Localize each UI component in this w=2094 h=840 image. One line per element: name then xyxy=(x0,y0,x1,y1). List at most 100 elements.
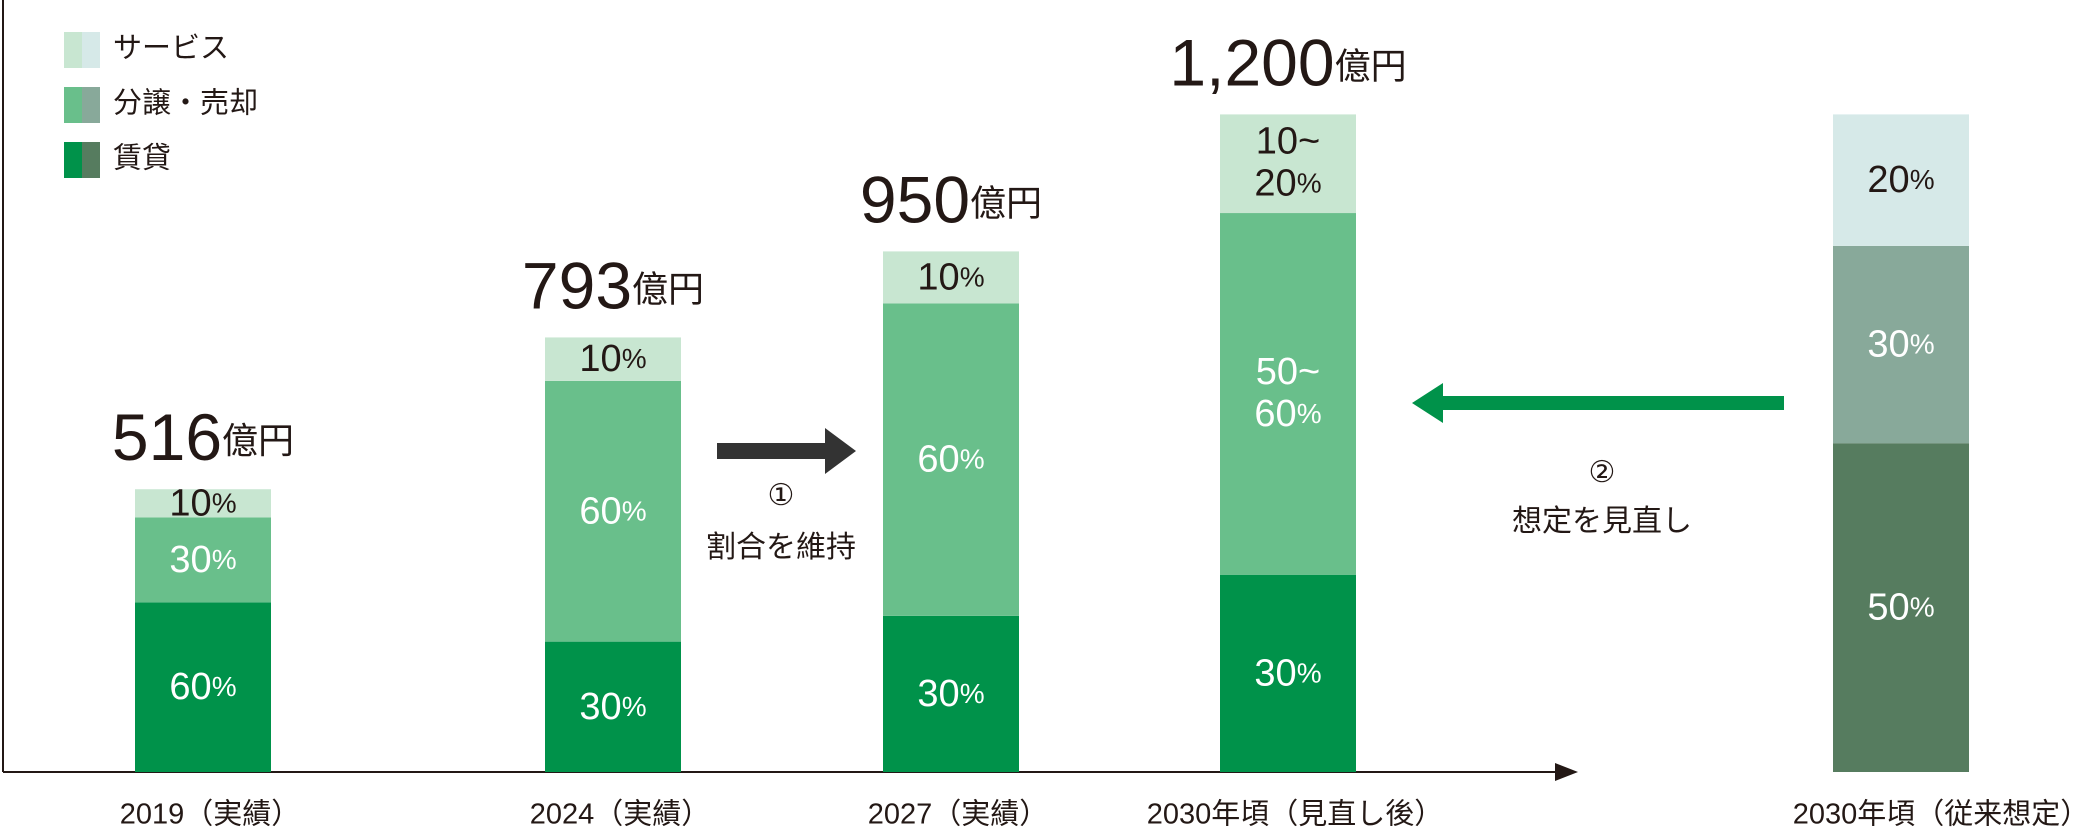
legend-label: 分譲・売却 xyxy=(113,87,258,120)
segment-label: 30% xyxy=(1254,652,1321,694)
segment-unit: % xyxy=(212,544,237,575)
legend-swatch xyxy=(82,142,100,178)
total-unit: 億円 xyxy=(970,182,1042,223)
segment-range-low: 10 xyxy=(1256,121,1298,163)
legend-swatch xyxy=(64,87,82,123)
segment-label: 30% xyxy=(579,686,646,728)
bar-segment xyxy=(135,602,271,772)
segment-unit: % xyxy=(212,488,237,519)
bar-segment xyxy=(1833,245,1969,444)
segment-unit: % xyxy=(622,496,647,527)
segment-range-low: 50 xyxy=(1256,351,1298,393)
segment-label: 30% xyxy=(169,539,236,581)
segment-label: 60% xyxy=(579,490,646,532)
segment-unit: % xyxy=(960,678,985,709)
segment-label: 60% xyxy=(917,439,984,481)
arrow-keep xyxy=(717,428,856,474)
legend-swatch xyxy=(64,32,82,68)
total-unit: 億円 xyxy=(222,420,294,461)
segment-value: 10 xyxy=(579,338,621,380)
bar-segment xyxy=(545,337,681,381)
segment-unit: % xyxy=(1297,658,1322,689)
segment-range-sep: ~ xyxy=(1298,351,1320,393)
segment-label: 10~ xyxy=(1256,121,1320,163)
annotation-text: 想定を見直し xyxy=(1512,505,1692,538)
segment-label: 60% xyxy=(1254,393,1321,435)
segment-range-high: 60 xyxy=(1254,393,1296,435)
segment-label: 60% xyxy=(169,666,236,708)
segment-value: 30 xyxy=(917,673,959,715)
x-tick-label: 2027（実績） xyxy=(868,798,1049,831)
bar-segment xyxy=(1220,574,1356,772)
legend-swatch xyxy=(64,142,82,178)
segment-unit: % xyxy=(622,344,647,375)
x-tick-label: 2024（実績） xyxy=(530,798,711,831)
bar-segment xyxy=(135,517,271,603)
legend-label: サービス xyxy=(113,33,229,65)
total-value: 793 xyxy=(522,249,632,323)
segment-label: 30% xyxy=(1867,324,1934,366)
total-unit: 億円 xyxy=(632,268,704,309)
legend-swatch xyxy=(82,32,100,68)
total-label: 516億円 xyxy=(112,401,294,475)
total-value: 950 xyxy=(860,163,970,237)
bar-segment xyxy=(1833,114,1969,246)
legend-swatch xyxy=(82,87,100,123)
x-axis-arrow xyxy=(1555,763,1578,781)
segment-unit: % xyxy=(1910,165,1935,196)
segment-value: 50 xyxy=(1867,587,1909,629)
bar-segment xyxy=(1220,213,1356,575)
segment-unit: % xyxy=(1910,592,1935,623)
segment-label: 10% xyxy=(169,482,236,524)
total-label: 1,200億円 xyxy=(1169,26,1406,100)
segment-label: 50% xyxy=(1867,587,1934,629)
bar-segment xyxy=(883,303,1019,616)
total-label: 793億円 xyxy=(522,249,704,323)
annotation-mark: ② xyxy=(1589,456,1616,489)
total-unit: 億円 xyxy=(1335,45,1407,86)
total-value: 1,200 xyxy=(1169,26,1334,100)
segment-label: 20% xyxy=(1867,159,1934,201)
segment-range-high: 20 xyxy=(1254,163,1296,205)
total-value: 516 xyxy=(112,401,222,475)
segment-label: 20% xyxy=(1254,163,1321,205)
legend-label: 賃貸 xyxy=(113,142,171,175)
segment-value: 10 xyxy=(169,482,211,524)
bar-segment xyxy=(883,615,1019,772)
segment-unit: % xyxy=(212,672,237,703)
bar-segment xyxy=(1220,114,1356,214)
segment-value: 30 xyxy=(169,539,211,581)
segment-value: 30 xyxy=(1867,324,1909,366)
bar-segment xyxy=(135,489,271,518)
bar-segment xyxy=(1833,443,1969,772)
annotation-text: 割合を維持 xyxy=(706,531,856,564)
segment-value: 30 xyxy=(579,686,621,728)
segment-label: 50~ xyxy=(1256,351,1320,393)
segment-value: 60 xyxy=(579,490,621,532)
bar-segment xyxy=(545,641,681,772)
x-tick-label: 2030年頃（見直し後） xyxy=(1147,798,1444,831)
bar-segment xyxy=(545,380,681,642)
segment-value: 20 xyxy=(1867,159,1909,201)
segment-unit: % xyxy=(622,691,647,722)
segment-label: 30% xyxy=(917,673,984,715)
segment-unit: % xyxy=(1297,398,1322,429)
annotation-mark: ① xyxy=(768,479,795,512)
segment-value: 60 xyxy=(169,666,211,708)
x-tick-label: 2030年頃（従来想定） xyxy=(1793,798,2090,831)
segment-unit: % xyxy=(1297,168,1322,199)
segment-unit: % xyxy=(1910,329,1935,360)
segment-unit: % xyxy=(960,444,985,475)
segment-label: 10% xyxy=(917,256,984,298)
segment-unit: % xyxy=(960,262,985,293)
segment-value: 30 xyxy=(1254,652,1296,694)
bar-segment xyxy=(883,251,1019,304)
total-label: 950億円 xyxy=(860,163,1042,237)
segment-value: 10 xyxy=(917,256,959,298)
segment-range-sep: ~ xyxy=(1298,121,1320,163)
arrow-review xyxy=(1412,383,1784,423)
x-tick-label: 2019（実績） xyxy=(120,798,301,831)
segment-label: 10% xyxy=(579,338,646,380)
segment-value: 60 xyxy=(917,439,959,481)
